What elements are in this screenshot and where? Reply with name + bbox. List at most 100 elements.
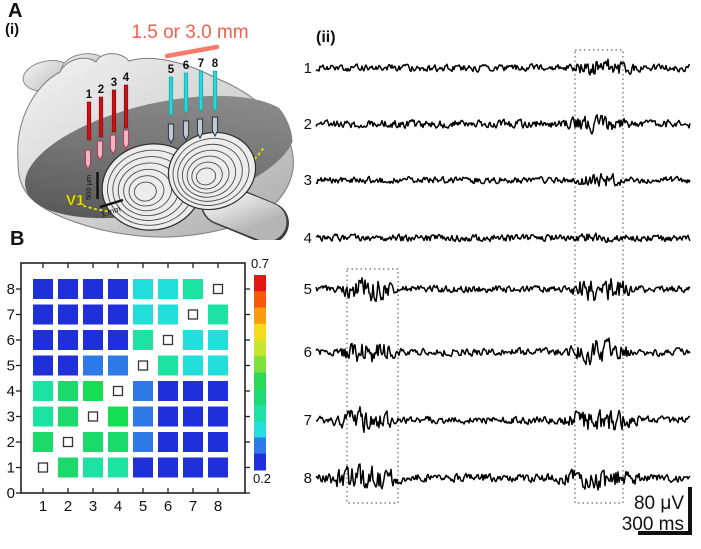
cerebellum-fold-line: [172, 137, 250, 206]
lfp-trace-4: [315, 232, 691, 244]
heatmap-diagonal-marker: [212, 283, 224, 295]
y-tick-label: 8: [7, 281, 15, 298]
cerebellum-fold-line: [128, 175, 165, 207]
trace-label: 5: [304, 281, 312, 298]
electrode-6-shank: [183, 72, 189, 113]
colorbar-band: [254, 307, 266, 325]
y-tick-label: 7: [7, 307, 15, 324]
heatmap-cell: [33, 406, 53, 427]
heatmap-cell: [83, 355, 103, 376]
panel-b-label: B: [10, 228, 25, 250]
heatmap-cell: [158, 304, 178, 325]
colorbar-band: [254, 405, 266, 422]
heatmap-cell: [208, 406, 228, 427]
trace-label: 1: [304, 60, 312, 77]
electrode-8-number: 8: [212, 58, 219, 70]
lfp-trace-1: [315, 58, 691, 76]
heatmap-cell: [133, 330, 153, 350]
heatmap-cell: [58, 279, 78, 299]
heatmap-cell: [208, 381, 228, 401]
x-tick-label: 4: [114, 498, 122, 515]
trace-label: 6: [304, 344, 312, 361]
y-tick-label: 1: [7, 460, 15, 477]
cerebellum-fold-line: [196, 167, 217, 186]
time-scale-label: 300 ms: [622, 514, 684, 535]
cerebellum-fold-line: [133, 181, 157, 202]
electrode-1-shank: [86, 101, 92, 141]
voltage-scale-bar: [688, 487, 692, 535]
heatmap-cell: [108, 304, 128, 325]
lfp-trace-8: [315, 463, 691, 491]
heatmap-cell: [108, 330, 128, 350]
colorbar-band: [254, 275, 266, 292]
heatmap-cell: [183, 279, 203, 299]
electrode-8-intracortical-pin: [211, 116, 219, 138]
cerebellum-fold-line: [182, 149, 237, 198]
electrode-1-number: 1: [86, 89, 93, 101]
heatmap-cell: [108, 355, 128, 376]
trace-label: 8: [304, 470, 312, 487]
colorbar-band: [254, 340, 266, 357]
electrode-8-shank: [212, 70, 218, 111]
heatmap-diagonal-marker: [187, 309, 199, 320]
colorbar-band: [254, 388, 266, 406]
panel-a-label: A: [8, 0, 23, 22]
y-tick-label: 3: [7, 409, 15, 426]
electrode-3-shank: [111, 89, 117, 133]
heatmap-diagonal-marker: [162, 334, 174, 346]
heatmap-cell: [58, 355, 78, 376]
heatmap-cell: [158, 381, 178, 401]
distance-label: 1.5 or 3.0 mm: [131, 22, 248, 43]
y-tick-label: 0: [7, 485, 15, 502]
heatmap-cell: [133, 457, 153, 478]
electrode-5-intracortical-pin: [167, 123, 175, 145]
panel-ii-label: (ii): [316, 29, 336, 46]
x-tick-label: 6: [164, 498, 172, 515]
electrode-5-shank: [168, 76, 174, 116]
heatmap-cell: [133, 279, 153, 299]
heatmap-cell: [158, 457, 178, 478]
electrode-7-shank: [198, 70, 204, 111]
heatmap-diagonal-marker: [87, 411, 99, 422]
electrode-4-number: 4: [123, 72, 130, 84]
heatmap-cell: [108, 406, 128, 427]
heatmap-axes-box: [20, 262, 246, 494]
electrode-7-number: 7: [198, 58, 204, 70]
heatmap-cell: [133, 304, 153, 325]
heatmap-cell: [133, 381, 153, 401]
electrode-3-number: 3: [111, 77, 117, 89]
electrode-6-intracortical-pin: [182, 120, 190, 142]
lfp-trace-6: [315, 337, 691, 366]
heatmap-cell: [108, 279, 128, 299]
heatmap-diagonal-marker: [137, 360, 149, 371]
cerebellum-fold-line: [177, 143, 243, 202]
cerebellum-fold-line: [186, 155, 230, 194]
heatmap-cell: [33, 355, 53, 376]
heatmap-cell: [33, 279, 53, 299]
colorbar-max-label: 0.7: [251, 256, 269, 271]
heatmap-cell: [183, 330, 203, 350]
heatmap-cell: [208, 355, 228, 376]
panel-a-sub-label: (i): [5, 21, 20, 38]
electrode-2-number: 2: [98, 84, 104, 96]
electrode-3-intracortical-pin: [109, 134, 117, 156]
y-tick-label: 4: [7, 383, 15, 400]
heatmap-cell: [158, 355, 178, 376]
heatmap-cell: [208, 330, 228, 350]
electrode-6-number: 6: [183, 60, 189, 72]
heatmap-cell: [33, 304, 53, 325]
electrode-4-intracortical-pin: [122, 129, 130, 151]
heatmap-cell: [83, 432, 103, 452]
heatmap-cell: [108, 457, 128, 478]
heatmap-cell: [83, 304, 103, 325]
colorbar-band: [254, 356, 266, 373]
y-tick-label: 5: [7, 358, 15, 375]
lfp-trace-7: [315, 406, 691, 433]
heatmap-diagonal-marker: [62, 436, 74, 448]
heatmap-cell: [83, 381, 103, 401]
trace-label: 7: [304, 412, 312, 429]
width-scale-bar: [99, 198, 124, 209]
